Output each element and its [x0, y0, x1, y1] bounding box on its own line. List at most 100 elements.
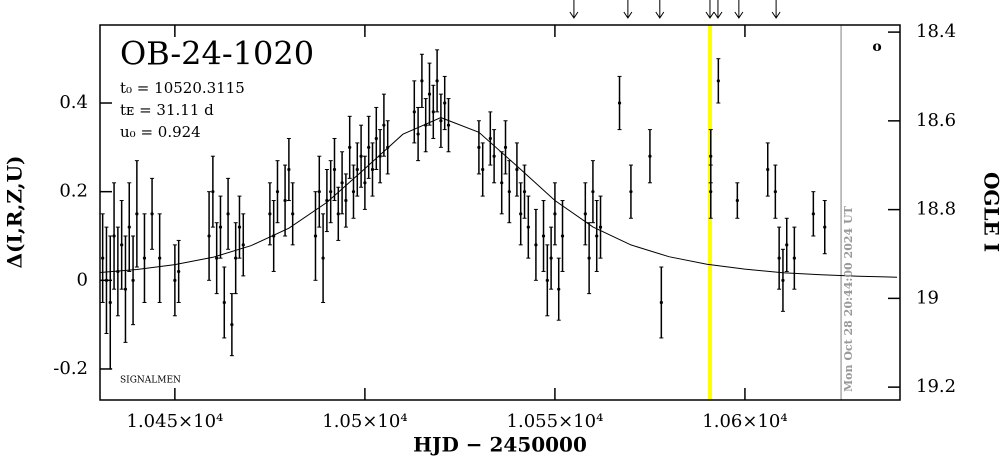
y-axis-label: Δ(I,R,Z,U) — [3, 156, 27, 269]
data-point — [412, 80, 417, 144]
point — [519, 212, 523, 216]
point — [735, 198, 739, 203]
point — [378, 154, 382, 158]
point — [598, 225, 603, 229]
data-point — [241, 213, 246, 277]
point — [492, 154, 496, 158]
data-point — [142, 213, 147, 303]
point — [272, 234, 276, 238]
data-point — [119, 200, 124, 290]
data-point — [587, 222, 592, 295]
point — [629, 190, 633, 194]
point — [439, 119, 443, 123]
point — [424, 123, 428, 127]
point — [370, 167, 375, 172]
point — [781, 278, 785, 282]
point — [211, 190, 215, 194]
point — [709, 154, 713, 158]
point — [234, 256, 238, 260]
y-tick-label: 0 — [77, 269, 88, 290]
data-point — [522, 164, 527, 219]
point — [359, 154, 363, 158]
point — [773, 190, 777, 194]
point — [823, 225, 827, 229]
data-point — [381, 93, 386, 157]
data-point — [351, 164, 356, 219]
point — [716, 79, 720, 83]
point — [367, 145, 371, 149]
data-point — [659, 266, 664, 339]
point — [526, 225, 530, 229]
data-point — [708, 164, 713, 219]
point — [325, 198, 329, 203]
point — [108, 300, 112, 305]
point — [648, 154, 652, 158]
point — [116, 269, 120, 274]
y2-tick-label: 19 — [916, 287, 939, 308]
data-point — [172, 244, 177, 317]
data-point — [378, 129, 383, 184]
data-point — [218, 195, 223, 259]
point — [355, 167, 359, 172]
data-point — [545, 244, 550, 317]
data-point — [340, 151, 345, 215]
point — [386, 145, 390, 149]
data-point — [514, 142, 519, 197]
point — [374, 136, 378, 141]
point — [659, 300, 663, 305]
point — [142, 256, 147, 260]
data-point — [499, 151, 504, 215]
x-tick-label: 1.05×10⁴ — [322, 411, 407, 432]
data-point — [271, 200, 276, 272]
data-point — [503, 120, 508, 175]
data-point — [507, 160, 512, 224]
data-point — [552, 182, 557, 246]
point — [427, 92, 432, 96]
data-point — [533, 208, 538, 281]
point — [287, 167, 291, 172]
arrow — [713, 0, 723, 19]
data-point — [556, 257, 561, 321]
point — [617, 101, 622, 105]
data-point — [123, 235, 128, 343]
data-point — [286, 137, 291, 202]
arrow — [705, 0, 715, 19]
data-point — [267, 182, 272, 246]
data-point — [590, 160, 595, 224]
point — [158, 256, 162, 260]
point — [131, 278, 135, 282]
point — [329, 190, 333, 194]
data-point — [283, 164, 288, 237]
annotation: u₀ = 0.924 — [120, 123, 201, 141]
data-point — [108, 235, 113, 370]
x-axis-label: HJD − 2450000 — [413, 433, 587, 457]
point — [237, 225, 242, 229]
data-point — [150, 177, 155, 250]
data-point — [419, 53, 424, 108]
y-tick-label: 0.2 — [59, 181, 88, 202]
data-point — [777, 226, 782, 290]
point — [515, 167, 519, 172]
point — [488, 136, 492, 141]
point — [317, 190, 321, 194]
data-point — [784, 217, 789, 272]
point — [313, 234, 318, 238]
point — [218, 225, 223, 229]
point — [811, 212, 815, 216]
point — [595, 234, 599, 238]
data-point — [355, 142, 360, 197]
data-point — [476, 120, 481, 175]
arrow — [569, 0, 579, 19]
point — [291, 212, 295, 216]
point — [101, 256, 105, 260]
point — [431, 110, 435, 114]
point — [416, 132, 420, 136]
point — [351, 190, 356, 194]
data-point — [780, 248, 785, 312]
point — [777, 256, 781, 260]
point — [503, 145, 508, 149]
data-point — [628, 164, 633, 219]
data-point — [100, 213, 105, 303]
data-point — [157, 213, 162, 303]
point — [241, 243, 245, 247]
